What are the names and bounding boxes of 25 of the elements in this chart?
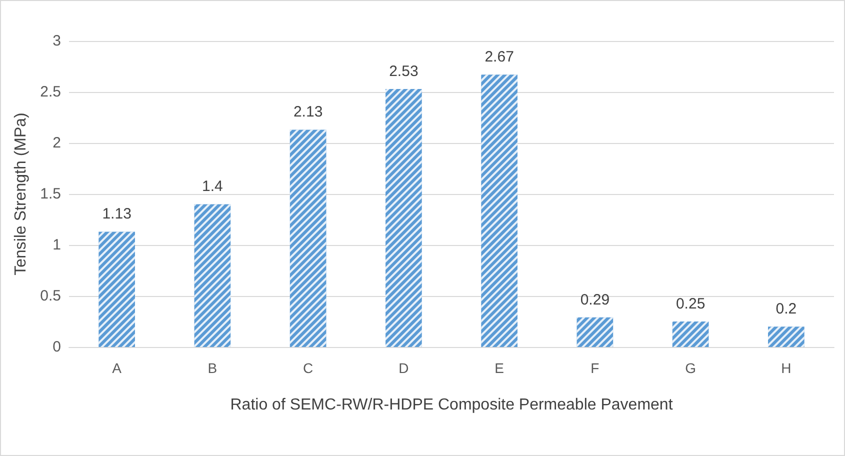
x-tick-label: F [590, 360, 600, 376]
data-label: 2.53 [389, 62, 418, 80]
y-tick-label: 2 [52, 134, 61, 152]
x-tick-label: D [398, 360, 409, 376]
x-tick-label: C [303, 360, 314, 376]
y-tick-label: 0 [52, 338, 61, 356]
x-tick-label: G [685, 360, 696, 376]
x-tick-label: A [112, 360, 122, 376]
x-tick-label: H [781, 360, 792, 376]
y-tick-label: 0.5 [40, 288, 61, 304]
data-label: 0.29 [580, 291, 610, 308]
y-tick-label: 1 [52, 236, 61, 254]
data-label: 2.13 [293, 104, 323, 121]
x-tick-label: E [494, 360, 504, 376]
y-tick-label: 3 [52, 32, 61, 50]
y-tick-label: 1.5 [40, 186, 61, 202]
y-tick-label: 2.5 [40, 84, 61, 100]
data-label: 1.4 [202, 178, 223, 196]
data-label: 0.25 [676, 296, 706, 312]
data-label: 1.13 [102, 206, 132, 223]
x-tick-label: B [208, 360, 218, 376]
data-label: 0.2 [776, 300, 797, 318]
data-label: 2.67 [484, 48, 514, 66]
x-axis-title: Ratio of SEMC-RW/R-HDPE Composite Permeable Pavement [230, 396, 674, 414]
y-axis-title: Tensile Strength (MPa) [12, 112, 30, 276]
